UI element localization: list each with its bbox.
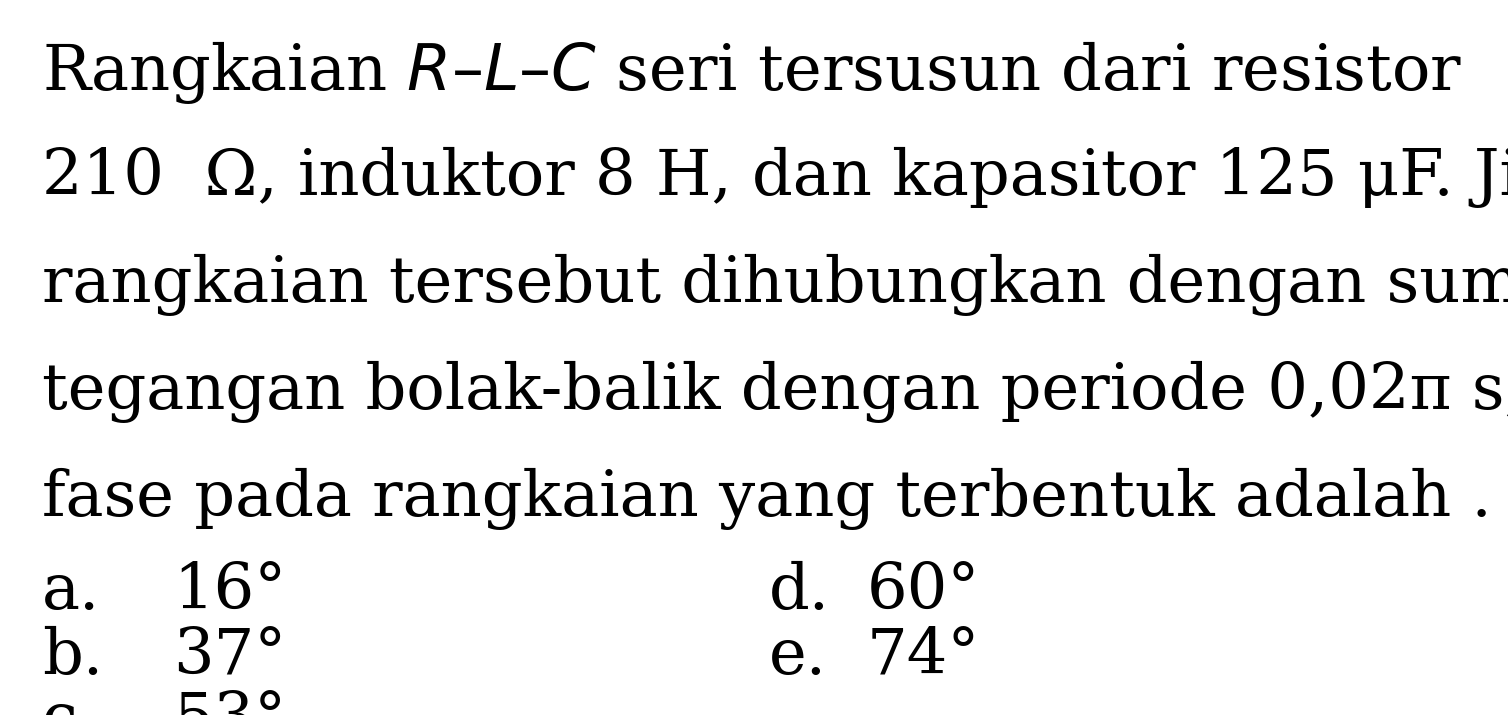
Text: d.: d. <box>769 561 829 622</box>
Text: a.: a. <box>42 561 101 622</box>
Text: 74°: 74° <box>867 626 980 686</box>
Text: 37°: 37° <box>173 626 287 686</box>
Text: e.: e. <box>769 626 826 686</box>
Text: 210  Ω, induktor 8 H, dan kapasitor 125 μF. Jika: 210 Ω, induktor 8 H, dan kapasitor 125 μ… <box>42 147 1508 207</box>
Text: Rangkaian $\mathit{R}$–$\mathit{L}$–$\mathit{C}$ seri tersusun dari resistor: Rangkaian $\mathit{R}$–$\mathit{L}$–$\ma… <box>42 39 1463 107</box>
Text: tegangan bolak-balik dengan periode 0,02π s, sudut: tegangan bolak-balik dengan periode 0,02… <box>42 361 1508 423</box>
Text: c.: c. <box>42 690 98 715</box>
Text: rangkaian tersebut dihubungkan dengan sumber: rangkaian tersebut dihubungkan dengan su… <box>42 254 1508 316</box>
Text: 53°: 53° <box>173 690 287 715</box>
Text: b.: b. <box>42 626 104 686</box>
Text: fase pada rangkaian yang terbentuk adalah . . . .: fase pada rangkaian yang terbentuk adala… <box>42 468 1508 531</box>
Text: 16°: 16° <box>173 561 287 622</box>
Text: 60°: 60° <box>867 561 980 622</box>
